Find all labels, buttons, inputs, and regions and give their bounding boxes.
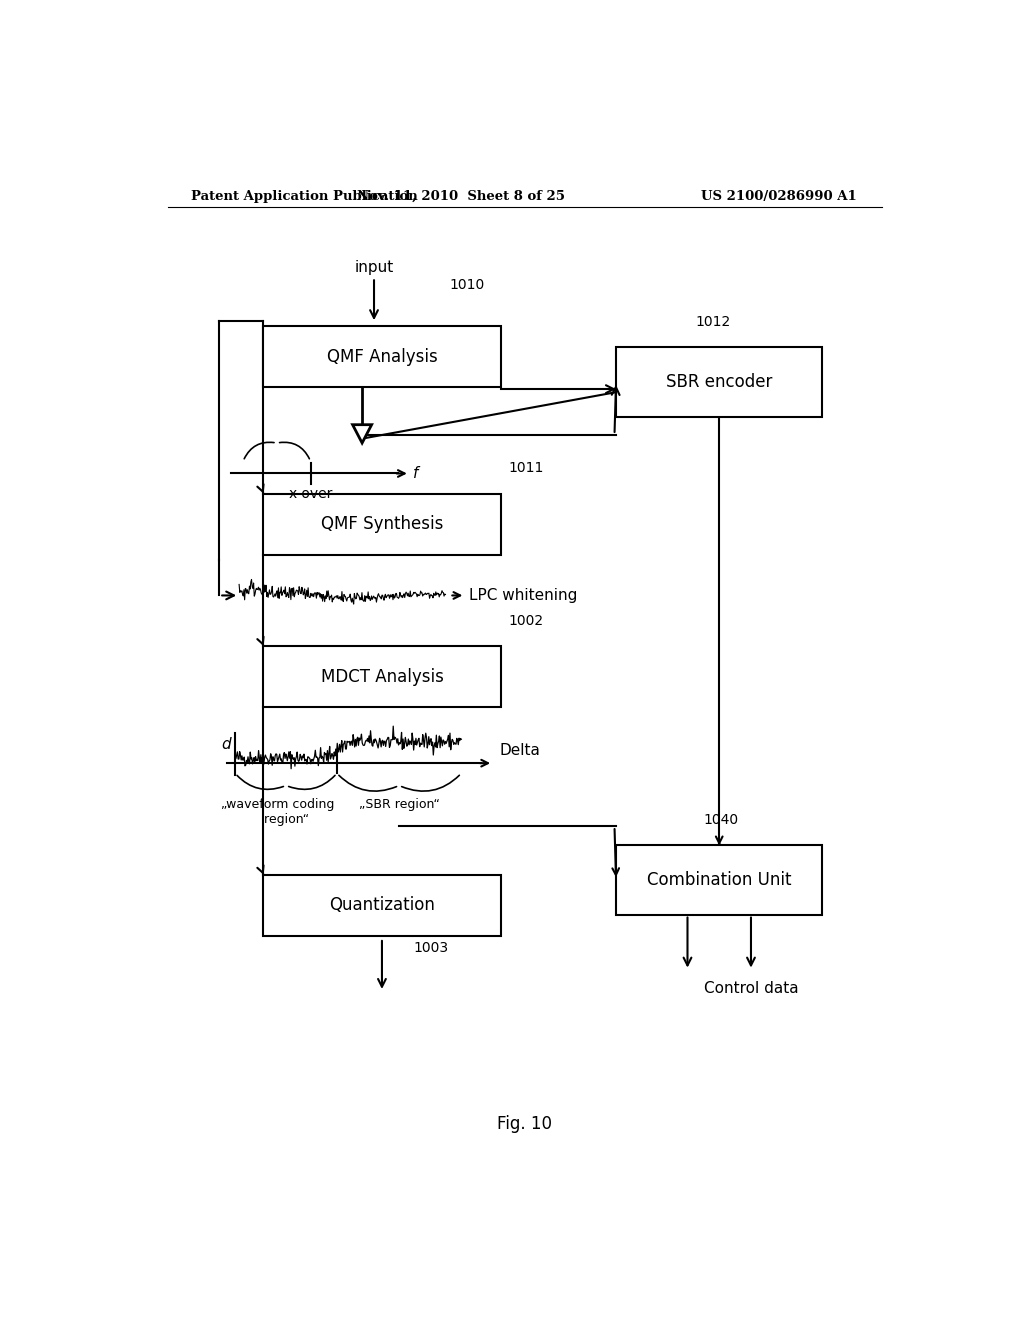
Text: Control data: Control data bbox=[703, 981, 799, 995]
Text: 1010: 1010 bbox=[450, 279, 484, 293]
Text: 1002: 1002 bbox=[509, 614, 544, 628]
Text: US 2100/0286990 A1: US 2100/0286990 A1 bbox=[700, 190, 857, 202]
Text: „SBR region“: „SBR region“ bbox=[358, 797, 439, 810]
Text: f: f bbox=[414, 466, 419, 480]
Text: 1040: 1040 bbox=[703, 813, 738, 828]
Text: Nov. 11, 2010  Sheet 8 of 25: Nov. 11, 2010 Sheet 8 of 25 bbox=[357, 190, 565, 202]
Text: MDCT Analysis: MDCT Analysis bbox=[321, 668, 443, 686]
Text: Combination Unit: Combination Unit bbox=[647, 871, 792, 890]
Bar bbox=[263, 647, 501, 708]
Text: „waveform coding
    region“: „waveform coding region“ bbox=[221, 797, 335, 826]
Text: QMF Analysis: QMF Analysis bbox=[327, 347, 437, 366]
Text: d: d bbox=[221, 738, 231, 752]
Text: input: input bbox=[354, 260, 393, 275]
Text: Quantization: Quantization bbox=[329, 896, 435, 915]
Text: Patent Application Publication: Patent Application Publication bbox=[191, 190, 418, 202]
Text: Fig. 10: Fig. 10 bbox=[498, 1115, 552, 1133]
Text: 1003: 1003 bbox=[414, 941, 449, 956]
Bar bbox=[616, 846, 822, 915]
Text: x-over: x-over bbox=[289, 487, 333, 500]
Bar bbox=[263, 875, 501, 936]
Text: 1012: 1012 bbox=[695, 315, 731, 329]
Polygon shape bbox=[352, 425, 372, 444]
Bar bbox=[263, 494, 501, 554]
Text: LPC whitening: LPC whitening bbox=[469, 587, 578, 603]
Text: SBR encoder: SBR encoder bbox=[666, 374, 772, 391]
Text: QMF Synthesis: QMF Synthesis bbox=[321, 515, 443, 533]
Bar bbox=[263, 326, 501, 387]
Text: 1011: 1011 bbox=[509, 462, 545, 475]
Bar bbox=[616, 347, 822, 417]
Text: Delta: Delta bbox=[500, 743, 541, 759]
